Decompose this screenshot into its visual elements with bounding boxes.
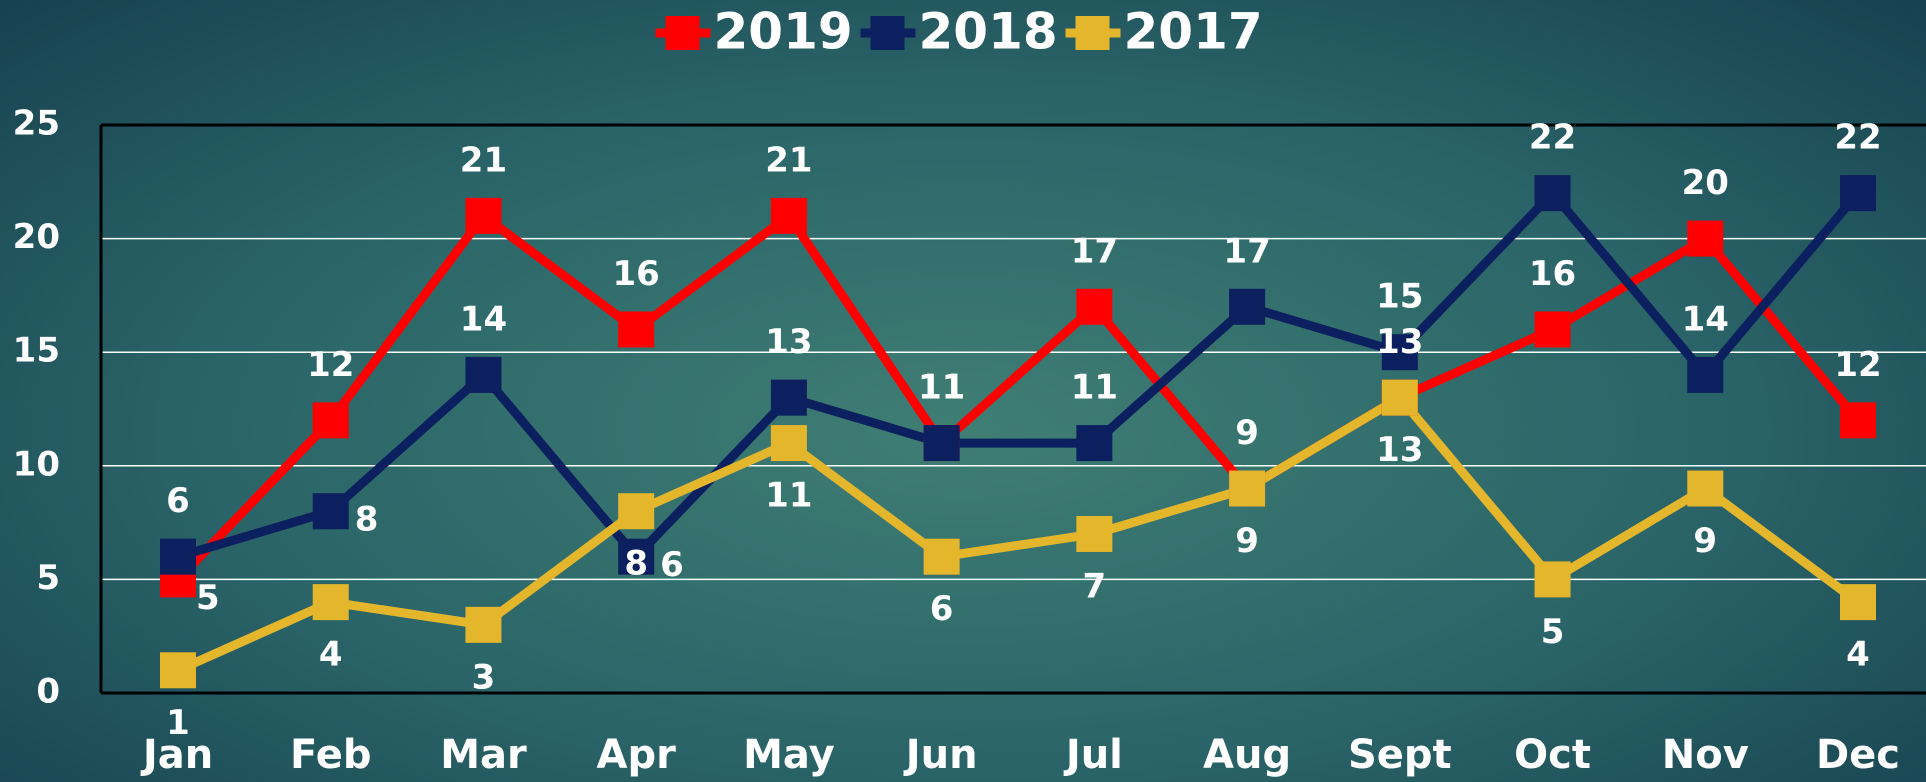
x-tick-label: Nov: [1662, 732, 1749, 778]
series-line: [176, 393, 1861, 675]
y-tick-label: 25: [13, 104, 60, 144]
series-line: [174, 211, 1862, 583]
data-label: 21: [460, 140, 507, 180]
data-marker: [1687, 356, 1724, 393]
data-label: 8: [624, 544, 648, 584]
data-marker: [770, 379, 807, 416]
data-marker: [1687, 220, 1724, 257]
data-marker: [465, 606, 502, 643]
data-label: 15: [1376, 277, 1423, 317]
data-label: 16: [613, 254, 660, 294]
data-label: 9: [1235, 521, 1259, 561]
data-label: 12: [1834, 345, 1881, 385]
x-tick-label: Sept: [1348, 732, 1452, 778]
x-tick-label: Oct: [1514, 732, 1591, 778]
x-tick-label: May: [743, 732, 835, 778]
x-tick-label: Aug: [1203, 732, 1291, 778]
data-marker: [312, 584, 349, 621]
data-marker: [770, 197, 807, 234]
data-label: 6: [166, 481, 190, 521]
data-label: 11: [918, 368, 965, 408]
data-marker: [312, 493, 349, 530]
legend-label: 2019: [714, 3, 853, 61]
data-marker: [923, 425, 960, 462]
x-tick-label: Mar: [440, 732, 527, 778]
data-marker: [312, 402, 349, 439]
y-tick-label: 20: [13, 217, 60, 257]
data-label: 8: [355, 500, 379, 540]
data-marker: [465, 197, 502, 234]
data-marker: [1840, 402, 1876, 439]
data-label: 7: [1083, 566, 1107, 606]
data-marker: [923, 538, 960, 575]
data-label: 20: [1682, 163, 1729, 203]
y-tick-label: 0: [36, 672, 60, 712]
data-label: 22: [1834, 118, 1881, 158]
data-marker: [1381, 379, 1418, 416]
legend-marker: [665, 16, 700, 50]
data-label: 3: [472, 657, 496, 697]
legend-label: 2017: [1124, 3, 1263, 61]
y-tick-label: 10: [13, 444, 60, 484]
data-label: 13: [1376, 430, 1423, 470]
data-label: 11: [1071, 368, 1118, 408]
data-label: 12: [307, 345, 354, 385]
data-marker: [1534, 175, 1571, 212]
data-marker: [618, 493, 655, 530]
data-marker: [1229, 470, 1266, 507]
data-label: 11: [918, 368, 965, 408]
data-marker: [160, 538, 196, 575]
data-label: 22: [1529, 118, 1576, 158]
legend-marker: [870, 16, 905, 50]
y-tick-label: 15: [13, 331, 60, 371]
x-tick-label: Jul: [1063, 732, 1123, 778]
data-label: 16: [1529, 254, 1576, 294]
data-label: 13: [765, 322, 812, 362]
data-label: 11: [765, 476, 812, 516]
x-tick-label: Feb: [290, 732, 371, 778]
data-marker: [770, 425, 807, 462]
data-marker: [1687, 470, 1724, 507]
data-label: 6: [930, 589, 954, 629]
data-label: 5: [196, 578, 220, 618]
data-marker: [1534, 561, 1571, 598]
data-marker: [465, 356, 502, 393]
data-marker: [1840, 175, 1876, 212]
data-label: 9: [1693, 521, 1717, 561]
data-marker: [1840, 584, 1876, 621]
data-label: 17: [1071, 231, 1118, 271]
data-label: 5: [1541, 612, 1565, 652]
data-label: 14: [460, 299, 507, 339]
data-label: 4: [319, 635, 343, 675]
data-marker: [618, 311, 655, 348]
x-tick-label: Jun: [903, 732, 978, 778]
data-label: 13: [1376, 322, 1423, 362]
data-label: 17: [1223, 231, 1270, 271]
data-marker: [1381, 334, 1418, 371]
data-label: 14: [1682, 299, 1729, 339]
legend-label: 2018: [919, 3, 1058, 61]
x-tick-label: Jan: [140, 732, 213, 778]
data-marker: [160, 652, 196, 689]
x-tick-label: Dec: [1816, 732, 1900, 778]
data-marker: [1534, 311, 1571, 348]
data-marker: [618, 538, 655, 575]
data-label: 9: [1235, 413, 1259, 453]
data-marker: [1076, 425, 1113, 462]
data-marker: [1076, 288, 1113, 325]
legend-marker: [1075, 16, 1110, 50]
y-tick-label: 5: [36, 558, 60, 598]
x-tick-label: Apr: [597, 732, 677, 778]
data-label: 1: [166, 703, 190, 743]
data-label: 6: [660, 545, 684, 585]
data-marker: [1229, 288, 1266, 325]
data-marker: [1076, 515, 1113, 552]
data-label: 4: [1846, 635, 1870, 675]
series-line: [176, 188, 1862, 562]
data-label: 21: [765, 140, 812, 180]
